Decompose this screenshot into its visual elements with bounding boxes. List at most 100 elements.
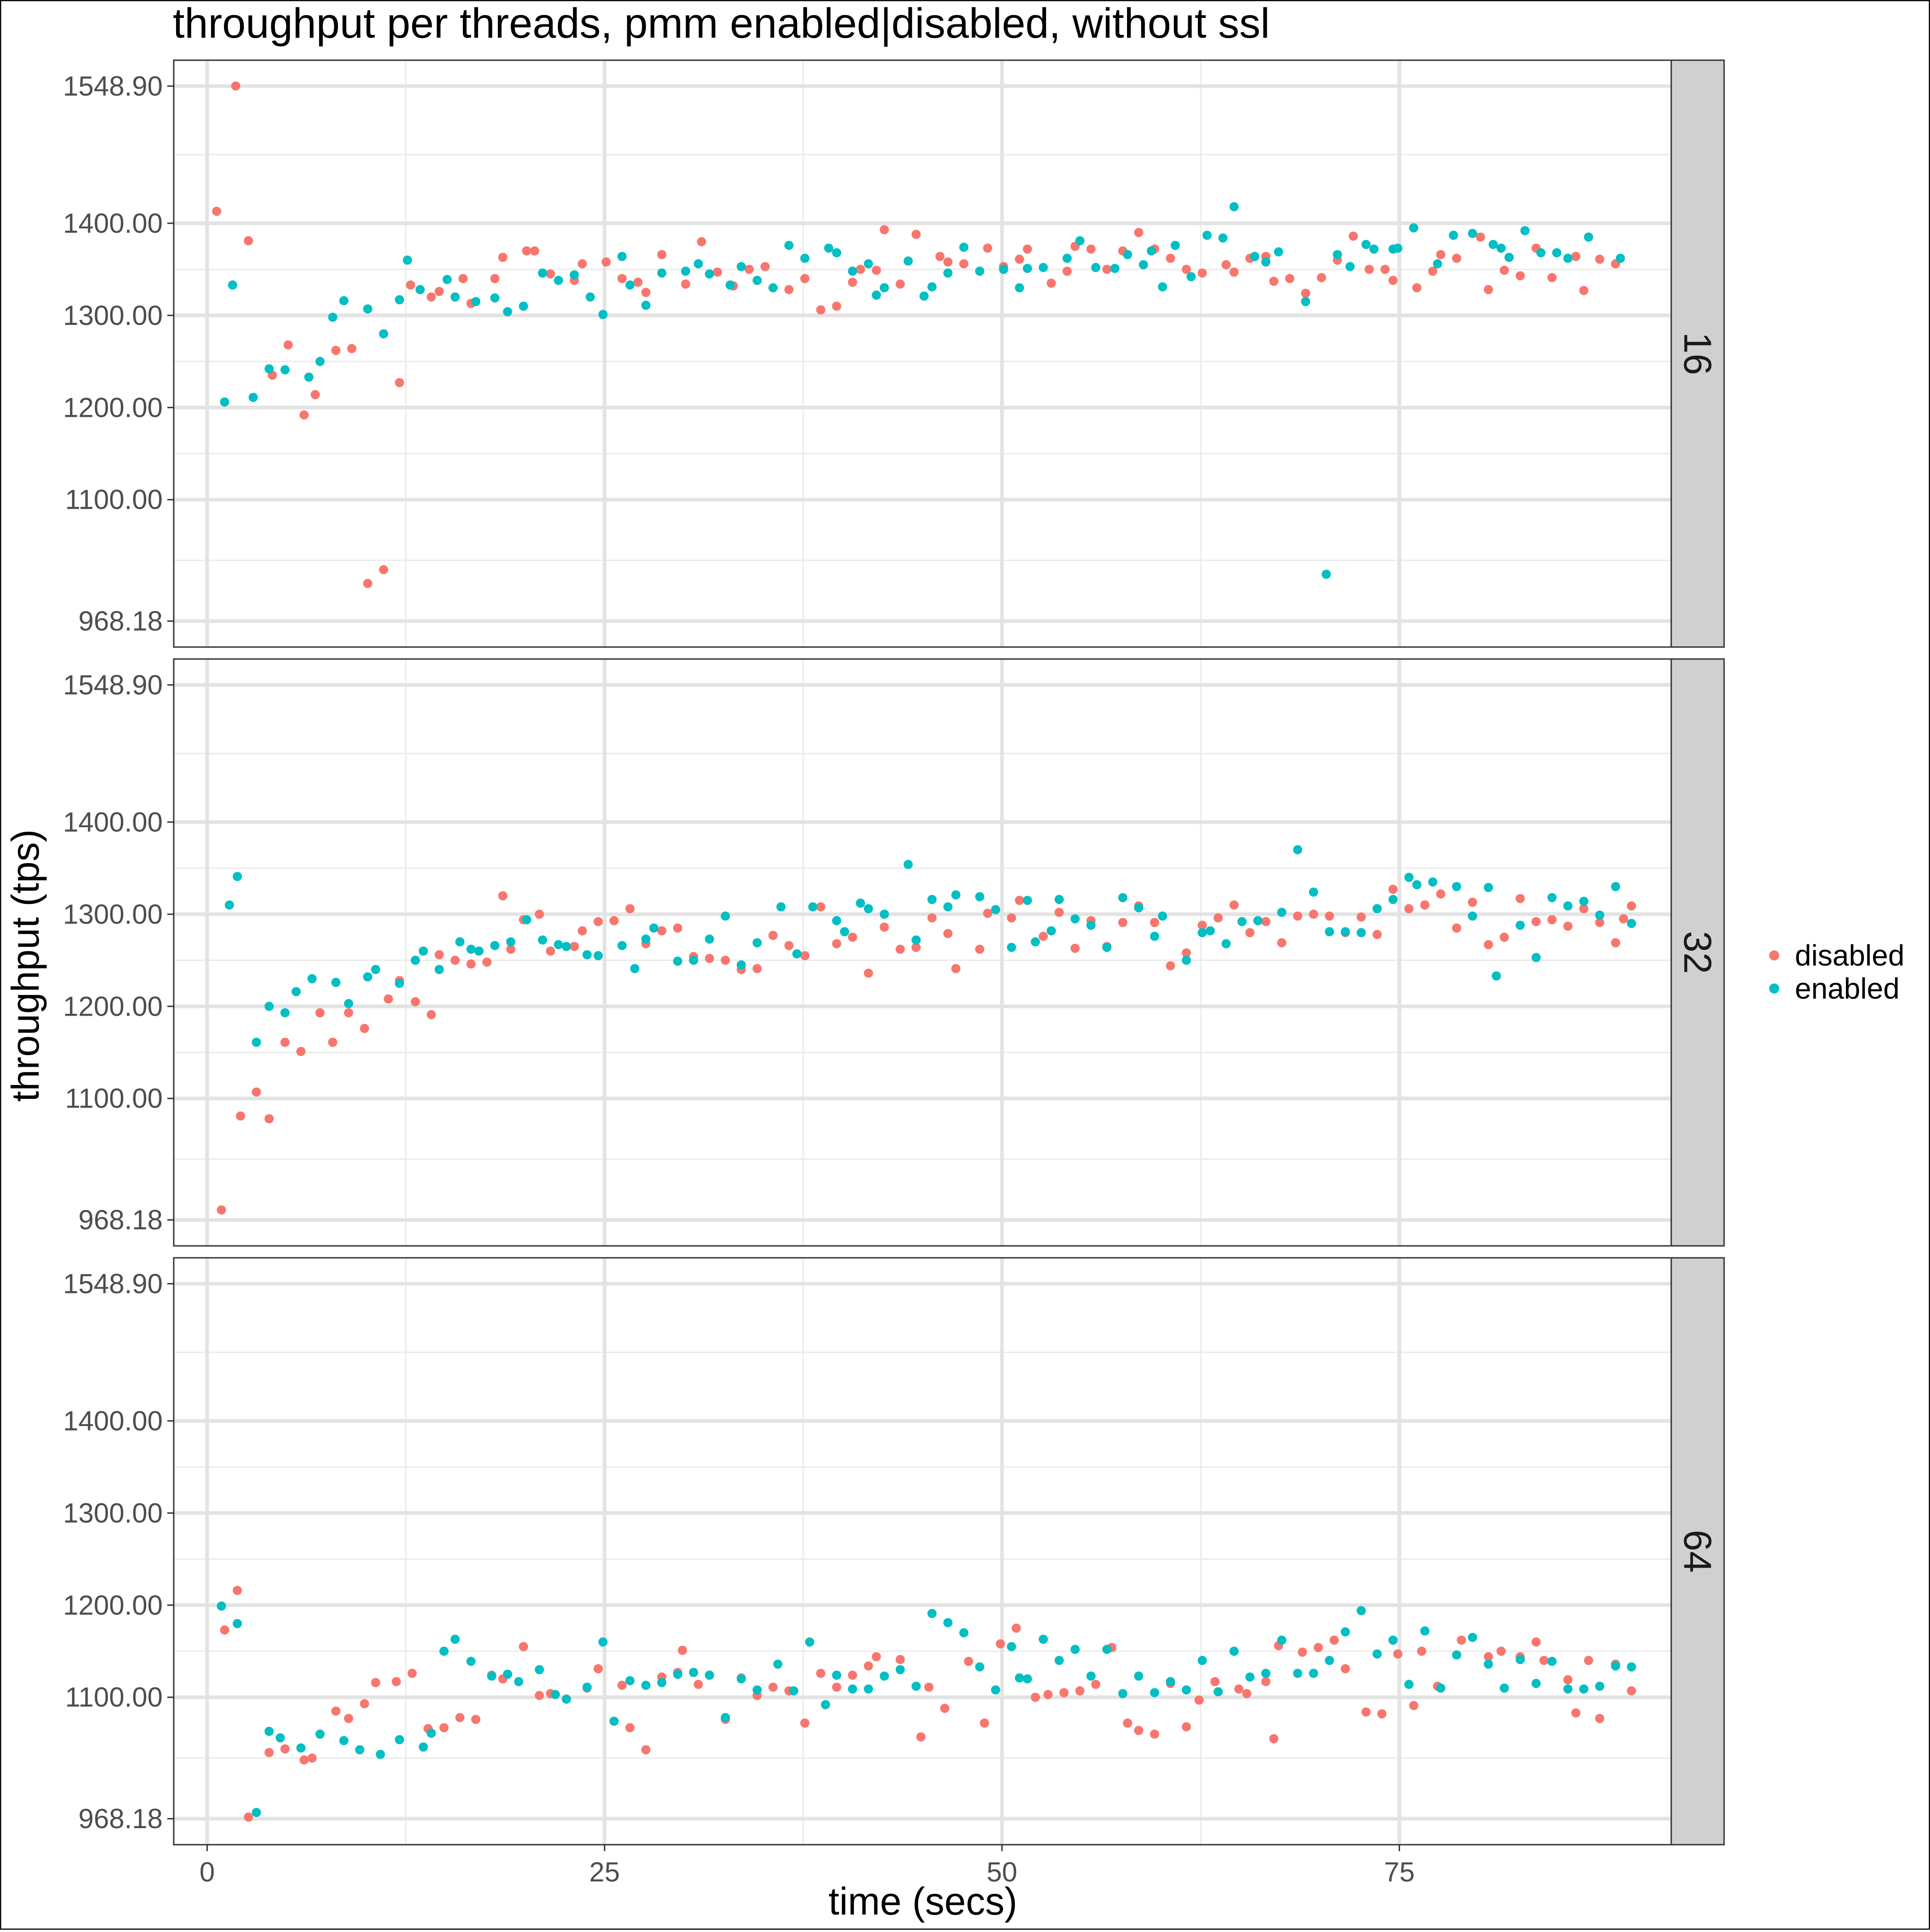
data-point-disabled	[800, 1718, 810, 1728]
data-point-disabled	[983, 243, 992, 253]
data-point-disabled	[1293, 911, 1303, 921]
data-point-enabled	[248, 392, 258, 402]
data-point-disabled	[1539, 1656, 1549, 1665]
data-point-disabled	[1547, 273, 1557, 283]
data-point-disabled	[697, 237, 706, 246]
data-point-disabled	[1023, 244, 1032, 254]
panel-background	[174, 659, 1671, 1246]
plot-layer: 16 968.18 1100.00 1200.00 1300.00 1400.00 1548…	[63, 59, 1725, 1887]
data-point-disabled	[832, 939, 842, 949]
data-point-enabled	[871, 290, 881, 300]
data-point-enabled	[466, 1657, 476, 1666]
data-point-disabled	[1012, 1623, 1021, 1633]
data-point-disabled	[1496, 1647, 1506, 1656]
data-point-disabled	[911, 229, 921, 239]
data-point-enabled	[1547, 893, 1557, 903]
y-tick-label: 1300.00	[63, 1498, 163, 1529]
data-point-disabled	[1349, 231, 1358, 241]
data-point-enabled	[705, 1671, 714, 1680]
data-point-disabled	[577, 259, 587, 269]
data-point-enabled	[1433, 259, 1442, 269]
data-point-disabled	[677, 1646, 687, 1655]
data-point-enabled	[522, 915, 531, 925]
data-point-disabled	[1269, 277, 1279, 286]
data-point-enabled	[598, 1637, 608, 1647]
y-tick-label: 1100.00	[65, 1083, 163, 1114]
data-point-enabled	[975, 1662, 985, 1672]
data-point-disabled	[625, 904, 635, 914]
data-point-enabled	[339, 1736, 349, 1745]
data-point-disabled	[1484, 1652, 1493, 1662]
data-point-disabled	[1619, 914, 1628, 924]
data-point-enabled	[1468, 1632, 1477, 1642]
data-point-enabled	[569, 270, 579, 280]
chart-title: throughput per threads, pmm enabled|disa…	[173, 0, 1270, 47]
series-disabled-facet-64	[220, 1585, 1636, 1822]
facet-strip-label: 16	[1676, 332, 1719, 375]
data-point-disabled	[1014, 896, 1024, 905]
data-point-enabled	[439, 1647, 449, 1656]
legend-key-disabled	[1769, 950, 1779, 960]
data-point-enabled	[1309, 1669, 1318, 1678]
data-point-disabled	[1014, 255, 1024, 264]
data-point-disabled	[975, 944, 985, 954]
data-point-disabled	[1627, 901, 1636, 911]
data-point-disabled	[466, 959, 476, 969]
data-point-enabled	[434, 965, 444, 974]
y-tick-label: 1300.00	[63, 300, 163, 331]
data-point-disabled	[964, 1657, 974, 1666]
data-point-enabled	[1404, 1680, 1414, 1689]
data-point-disabled	[455, 1713, 465, 1722]
data-point-enabled	[328, 313, 337, 322]
data-point-disabled	[1229, 900, 1239, 910]
data-point-disabled	[1579, 286, 1588, 295]
data-point-disabled	[1007, 913, 1016, 923]
data-point-disabled	[864, 1661, 873, 1671]
data-point-enabled	[1054, 895, 1064, 904]
data-point-disabled	[705, 954, 714, 963]
data-point-enabled	[1325, 927, 1334, 937]
data-point-enabled	[864, 259, 873, 269]
data-point-disabled	[768, 1682, 778, 1692]
panel-background	[174, 60, 1671, 647]
data-point-enabled	[1261, 257, 1271, 267]
data-point-enabled	[416, 285, 425, 295]
data-point-disabled	[593, 917, 603, 926]
data-point-disabled	[280, 1744, 290, 1754]
data-point-enabled	[280, 365, 290, 375]
data-point-disabled	[347, 344, 357, 353]
data-point-disabled	[1102, 265, 1112, 274]
data-point-enabled	[625, 1676, 635, 1686]
data-point-enabled	[879, 1671, 889, 1681]
data-point-disabled	[458, 274, 468, 284]
data-point-enabled	[419, 1742, 428, 1752]
data-point-enabled	[673, 956, 683, 966]
data-point-enabled	[1611, 1661, 1620, 1671]
data-point-enabled	[1150, 932, 1159, 941]
data-point-enabled	[1356, 928, 1366, 938]
data-point-enabled	[617, 252, 627, 261]
data-point-enabled	[538, 935, 547, 945]
data-point-enabled	[344, 999, 353, 1008]
data-point-disabled	[832, 301, 842, 311]
data-point-enabled	[1197, 928, 1207, 938]
y-tick-label: 968.18	[78, 1205, 163, 1235]
data-point-disabled	[1134, 227, 1144, 237]
data-point-disabled	[1150, 918, 1159, 927]
data-point-enabled	[694, 259, 703, 269]
data-point-enabled	[1054, 1656, 1064, 1665]
data-point-disabled	[1563, 1675, 1573, 1685]
data-point-disabled	[1372, 930, 1382, 939]
data-point-enabled	[506, 937, 516, 947]
data-point-disabled	[1234, 1684, 1244, 1694]
legend-label-disabled: disabled	[1795, 939, 1904, 972]
data-point-disabled	[1468, 898, 1477, 907]
data-point-enabled	[1091, 263, 1100, 273]
data-point-disabled	[546, 946, 555, 956]
data-point-enabled	[307, 974, 317, 983]
y-tick-label: 1200.00	[63, 991, 163, 1022]
data-point-disabled	[895, 279, 905, 289]
data-point-disabled	[371, 1678, 381, 1688]
data-point-enabled	[752, 276, 762, 285]
data-point-disabled	[760, 262, 770, 272]
